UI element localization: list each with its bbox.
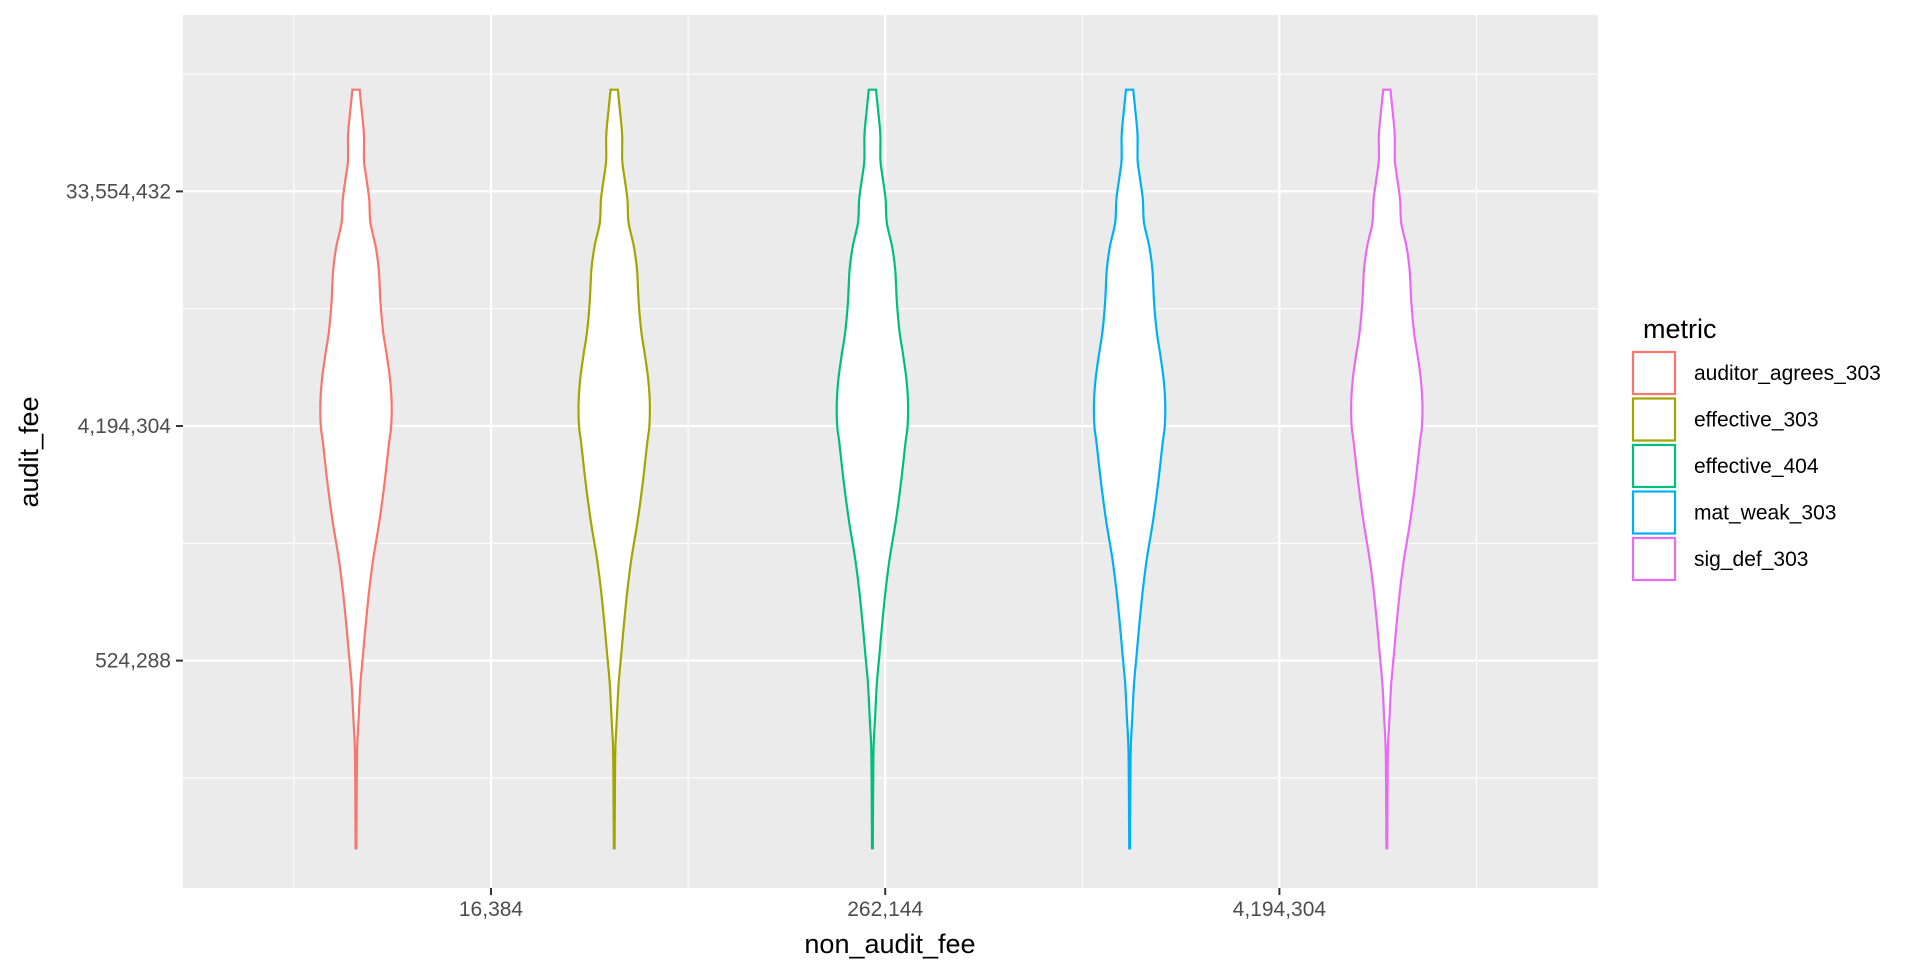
legend-key-sig_def_303 xyxy=(1631,536,1677,582)
legend: metric auditor_agrees_303 effective_303ef… xyxy=(1631,314,1881,582)
violin-mat_weak_303 xyxy=(1092,88,1167,850)
x-tick-label: 262,144 xyxy=(847,898,923,921)
x-axis: 16,384 262,144 4,194,304 xyxy=(459,888,1327,921)
violin-auditor_agrees_303 xyxy=(319,88,393,850)
y-tick-label: 33,554,432 xyxy=(66,180,171,203)
x-tick-label: 4,194,304 xyxy=(1233,898,1327,921)
x-axis-title: non_audit_fee xyxy=(804,929,975,959)
violin-sig_def_303 xyxy=(1350,88,1424,850)
y-tick-label: 524,288 xyxy=(95,650,171,673)
violin-effective_404 xyxy=(835,88,910,850)
legend-label-sig_def_303: sig_def_303 xyxy=(1694,548,1808,571)
legend-title: metric xyxy=(1643,314,1717,344)
y-axis-title: audit_fee xyxy=(14,396,44,507)
y-axis: 524,288 4,194,304 33,554,432 xyxy=(66,180,183,673)
x-tick-label: 16,384 xyxy=(459,898,524,921)
legend-label-effective_404: effective_404 xyxy=(1694,455,1819,478)
violin-effective_303 xyxy=(577,88,651,850)
legend-key-auditor_agrees_303 xyxy=(1631,350,1677,396)
legend-label-effective_303: effective_303 xyxy=(1694,409,1819,432)
legend-key-effective_303 xyxy=(1631,397,1677,442)
legend-key-mat_weak_303 xyxy=(1631,490,1677,535)
y-tick-label: 4,194,304 xyxy=(78,415,172,438)
legend-key-effective_404 xyxy=(1631,443,1677,489)
legend-label-mat_weak_303: mat_weak_303 xyxy=(1694,502,1836,525)
violins xyxy=(319,88,1424,850)
legend-label-auditor_agrees_303: auditor_agrees_303 xyxy=(1694,362,1881,385)
